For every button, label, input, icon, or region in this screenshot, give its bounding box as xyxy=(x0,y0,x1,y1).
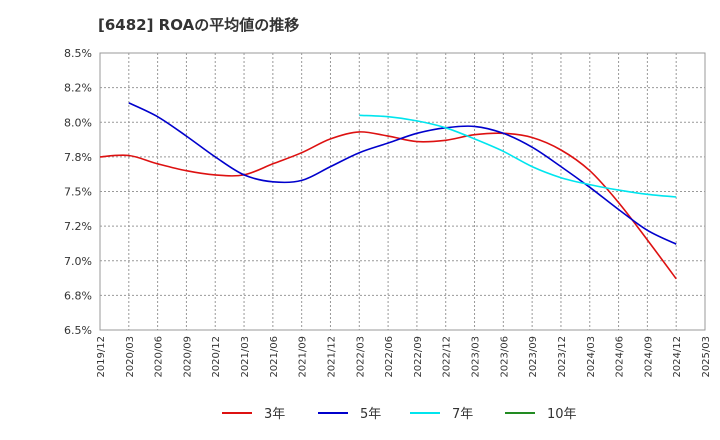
chart-title: [6482] ROAの平均値の推移 xyxy=(98,16,300,34)
x-tick-label: 2025/03 xyxy=(701,336,712,378)
x-tick-label: 2020/09 xyxy=(182,336,193,378)
x-tick-label: 2020/03 xyxy=(125,336,136,378)
x-tick-label: 2023/12 xyxy=(557,336,568,378)
y-tick-label: 7.5% xyxy=(64,186,92,199)
x-tick-label: 2024/03 xyxy=(586,336,597,378)
series-line-1 xyxy=(128,102,677,245)
series-line-0 xyxy=(99,131,677,280)
x-tick-label: 2022/06 xyxy=(384,336,395,378)
legend-label-1: 5年 xyxy=(360,407,381,422)
x-tick-label: 2024/06 xyxy=(615,336,626,378)
x-tick-label: 2020/06 xyxy=(154,336,165,378)
y-tick-label: 7.2% xyxy=(64,220,92,233)
series-line-2 xyxy=(359,114,677,198)
y-tick-label: 7.0% xyxy=(64,255,92,268)
x-tick-label: 2021/12 xyxy=(326,336,337,378)
legend-label-3: 10年 xyxy=(547,407,577,422)
x-tick-label: 2020/12 xyxy=(211,336,222,378)
x-tick-label: 2022/09 xyxy=(413,336,424,378)
y-tick-label: 8.2% xyxy=(64,82,92,95)
x-tick-label: 2023/06 xyxy=(499,336,510,378)
x-tick-label: 2022/12 xyxy=(442,336,453,378)
legend-label-2: 7年 xyxy=(452,407,473,422)
x-tick-label: 2023/09 xyxy=(528,336,539,378)
y-tick-label: 8.0% xyxy=(64,116,92,129)
x-tick-label: 2021/03 xyxy=(240,336,251,378)
x-tick-label: 2023/03 xyxy=(471,336,482,378)
x-tick-label: 2019/12 xyxy=(96,336,107,378)
y-tick-label: 6.8% xyxy=(64,289,92,302)
plot-area xyxy=(99,52,706,331)
y-tick-label: 8.5% xyxy=(64,47,92,60)
x-tick-label: 2021/09 xyxy=(298,336,309,378)
x-tick-label: 2024/09 xyxy=(643,336,654,378)
x-tick-label: 2024/12 xyxy=(672,336,683,378)
y-tick-label: 7.8% xyxy=(64,151,92,164)
x-tick-label: 2021/06 xyxy=(269,336,280,378)
legend-label-0: 3年 xyxy=(264,407,285,422)
x-tick-label: 2022/03 xyxy=(355,336,366,378)
y-tick-label: 6.5% xyxy=(64,324,92,337)
